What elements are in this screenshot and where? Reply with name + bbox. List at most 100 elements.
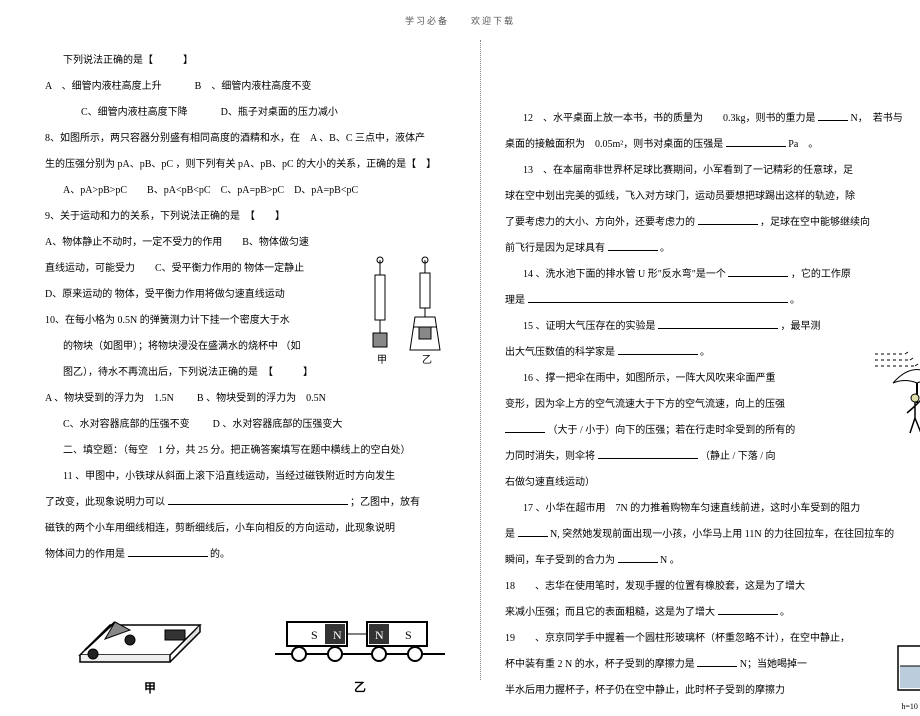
blank	[726, 136, 786, 147]
text: ，它的工作原	[791, 269, 851, 280]
q11-d: 磁铁的两个小车用细线相连，剪断细线后，小车向相反的方向运动，此现象说明	[45, 518, 465, 540]
text: 力同时消失，则伞将	[505, 451, 595, 462]
q11-f-text: 的。	[210, 549, 230, 560]
q13-b: 球在空中划出完美的弧线，飞入对方球门，运动员要想把球踢出这样的轨迹，除	[505, 186, 920, 208]
q10-opts-ab: A 、物块受到的浮力为 1.5N B 、物块受到的浮力为 0.5N	[45, 388, 465, 410]
blank	[818, 110, 848, 121]
q11-b-text: 了改变，此现象说明力可以	[45, 497, 165, 508]
text: N；当她喝掉一	[740, 659, 807, 670]
svg-text:N: N	[333, 628, 342, 642]
text: （大于 / 小于）向下的压强；若在行走时伞受到的所有的	[548, 425, 796, 436]
text: 。	[700, 347, 710, 358]
column-divider	[480, 40, 481, 680]
q8-b: 生的压强分别为 pA、pB、pC ，则下列有关 pA、pB、pC 的大小的关系，…	[45, 154, 465, 176]
q10-opts-cd: C、水对容器底部的压强不变 D 、水对容器底部的压强变大	[45, 414, 465, 436]
figcap-yi: 乙	[275, 674, 445, 700]
text: 杯中装有重 2 N 的水，杯子受到的摩擦力是	[505, 659, 695, 670]
q10-opt-a: A 、物块受到的浮力为 1.5N	[45, 393, 174, 404]
q16-a: 16 、撑一把伞在雨中，如图所示，一阵大风吹来伞面严重	[505, 368, 835, 390]
figcap-jia: 甲	[75, 675, 225, 701]
q16-e: 右做匀速直线运动）	[505, 472, 835, 494]
text: N, 突然她发现前面出现一小孩，小华马上用 11N 的力往回拉车，在往回拉车的	[550, 529, 894, 540]
q17-b: 是 N, 突然她发现前面出现一小孩，小华马上用 11N 的力往回拉车，在往回拉车…	[505, 524, 920, 546]
q9: 9、关于运动和力的关系，下列说法正确的是 【 】	[45, 206, 465, 228]
text: N 。	[660, 555, 680, 566]
blank	[728, 266, 788, 277]
text: 14 、洗水池下面的排水管 U 形"反水弯"是一个	[523, 269, 726, 280]
text: 15 、证明大气压存在的实验是	[523, 321, 656, 332]
text: 瞬间，车子受到的合力为	[505, 555, 615, 566]
text: Pa 。	[788, 139, 818, 150]
text: 12 、水平桌面上放一本书，书的质量为 0.3kg，则书的重力是	[523, 113, 816, 124]
q14-a: 14 、洗水池下面的排水管 U 形"反水弯"是一个 ，它的工作原	[505, 264, 920, 286]
blank	[698, 214, 758, 225]
text: （静止 / 下落 / 向	[700, 451, 776, 462]
blank	[618, 344, 698, 355]
blank	[618, 552, 658, 563]
q10-opt-d: D 、水对容器底部的压强变大	[213, 419, 343, 430]
q8-opts: A、pA>pB>pC B、pA<pB<pC C、pA=pB>pC D、pA=pB…	[45, 180, 465, 202]
blank	[518, 526, 548, 537]
text: N， 若书与	[851, 113, 903, 124]
q19-c: 半水后用力握杯子，杯子仍在空中静止，此时杯子受到的摩擦力	[505, 680, 855, 702]
svg-text:N: N	[375, 628, 384, 642]
q19-a: 19 、京京同学手中握着一个圆柱形玻璃杯（杯重忽略不计），在空中静止，	[505, 628, 855, 650]
opt-c: C、细管内液柱高度下降	[81, 107, 188, 118]
q16-d: 力同时消失，则伞将 （静止 / 下落 / 向	[505, 446, 835, 468]
q17-c: 瞬间，车子受到的合力为 N 。	[505, 550, 920, 572]
q15-a: 15 、证明大气压存在的实验是 ，最早测	[505, 316, 920, 338]
figure-umbrella	[875, 348, 920, 438]
text: 。	[780, 607, 790, 618]
page-header: 学习必备 欢迎下载	[0, 14, 920, 27]
blank	[598, 448, 698, 459]
svg-text:甲: 甲	[377, 355, 387, 366]
q-options-cd: C、细管内液柱高度下降 D、瓶子对桌面的压力减小	[45, 102, 465, 124]
text: ，最早测	[781, 321, 821, 332]
figure-jia: 甲	[75, 580, 225, 701]
q19-b: 杯中装有重 2 N 的水，杯子受到的摩擦力是 N；当她喝掉一	[505, 654, 855, 676]
blank	[505, 422, 545, 433]
text: 桌面的接触面积为 0.05m²，则书对桌面的压强是	[505, 139, 723, 150]
q18-b: 来减小压强；而且它的表面粗糙，这是为了增大 。	[505, 602, 920, 624]
q10-opt-c: C、水对容器底部的压强不变	[63, 419, 190, 430]
svg-text:S: S	[311, 628, 318, 642]
blank	[168, 494, 348, 505]
blank	[608, 240, 658, 251]
q13-d: 前飞行是因为足球具有 。	[505, 238, 920, 260]
section-2-header: 二、填空题：（每空 1 分，共 25 分。把正确答案填写在题中横线上的空白处）	[45, 440, 465, 462]
blank	[528, 292, 788, 303]
opt-b: B 、细管内液柱高度不变	[195, 81, 312, 92]
text: 前飞行是因为足球具有	[505, 243, 605, 254]
text: 。	[790, 295, 800, 306]
q14-b: 理是 。	[505, 290, 920, 312]
q11-e-text: 物体间力的作用是	[45, 549, 125, 560]
opt-a: A 、细管内液柱高度上升	[45, 81, 162, 92]
q13-a: 13 、在本届南非世界杯足球比赛期间，小军看到了一记精彩的任意球，足	[505, 160, 920, 182]
q17-a: 17 、小华在超市用 7N 的力推着购物车匀速直线前进，这时小车受到的阻力	[505, 498, 920, 520]
q16-b: 变形，因为伞上方的空气流速大于下方的空气流速，向上的压强	[505, 394, 835, 416]
q13-c: 了要考虑力的大小、方向外，还要考虑力的 ，足球在空中能够继续向	[505, 212, 920, 234]
q-options-ab: A 、细管内液柱高度上升 B 、细管内液柱高度不变	[45, 76, 465, 98]
q18-a: 18 、志华在使用笔时，发现手握的位置有橡胶套，这是为了增大	[505, 576, 920, 598]
blank	[718, 604, 778, 615]
figure-yi: S N N S 乙	[275, 584, 445, 700]
q11-e: 物体间力的作用是 的。	[45, 544, 465, 566]
text: 了要考虑力的大小、方向外，还要考虑力的	[505, 217, 695, 228]
figure-spring: 甲 乙	[355, 255, 455, 370]
svg-text:乙: 乙	[422, 354, 432, 366]
q19-label: h=10 cm	[888, 698, 920, 716]
text: 来减小压强；而且它的表面粗糙，这是为了增大	[505, 607, 715, 618]
q15-b: 出大气压数值的科学家是 。	[505, 342, 920, 364]
q-preface: 下列说法正确的是【 】	[45, 50, 465, 72]
q12-a: 12 、水平桌面上放一本书，书的质量为 0.3kg，则书的重力是 N， 若书与	[505, 108, 920, 130]
q11-b: 了改变，此现象说明力可以 ；乙图中，放有	[45, 492, 465, 514]
blank	[128, 546, 208, 557]
text: 。	[660, 243, 670, 254]
text: 理是	[505, 295, 525, 306]
opt-d: D、瓶子对桌面的压力减小	[221, 107, 338, 118]
q11-a: 11 、甲图中，小铁球从斜面上滚下沿直线运动，当经过磁铁附近时方向发生	[45, 466, 465, 488]
text: ，足球在空中能够继续向	[760, 217, 870, 228]
svg-text:S: S	[405, 628, 412, 642]
q11-c-text: ；乙图中，放有	[350, 497, 420, 508]
q16-c: （大于 / 小于）向下的压强；若在行走时伞受到的所有的	[505, 420, 835, 442]
